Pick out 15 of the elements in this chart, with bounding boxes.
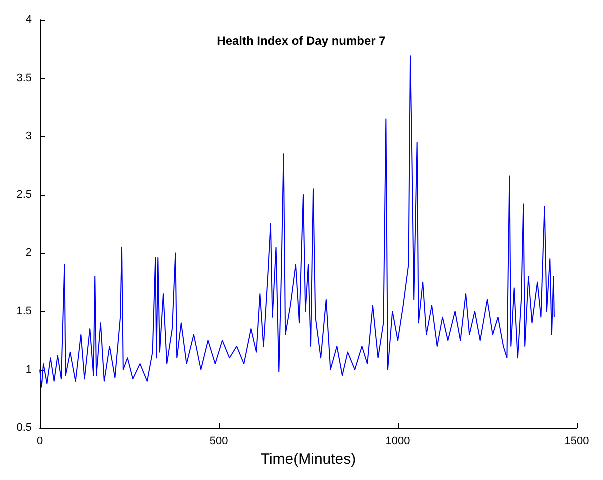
y-tick-label: 0.5 [16,422,32,434]
x-tick-label: 0 [36,436,44,448]
y-tick-label: 1 [26,364,32,376]
y-tick-label: 3 [26,130,32,143]
text: Health Index of Day number 7 [217,34,386,48]
x-tick-label: 1000 [386,436,410,448]
line-series [40,56,555,388]
x-tick-label: 500 [210,436,228,448]
y-tick-label: 4 [26,14,32,26]
x-tick-label: 1500 [564,436,590,448]
y-tick-label: 2.5 [16,188,32,201]
x-axis-title: Time(Minutes) [260,451,356,468]
y-tick-label: 3.5 [16,72,32,84]
y-tick-label: 1.5 [16,306,32,318]
y-tick-label: 2 [26,247,32,260]
